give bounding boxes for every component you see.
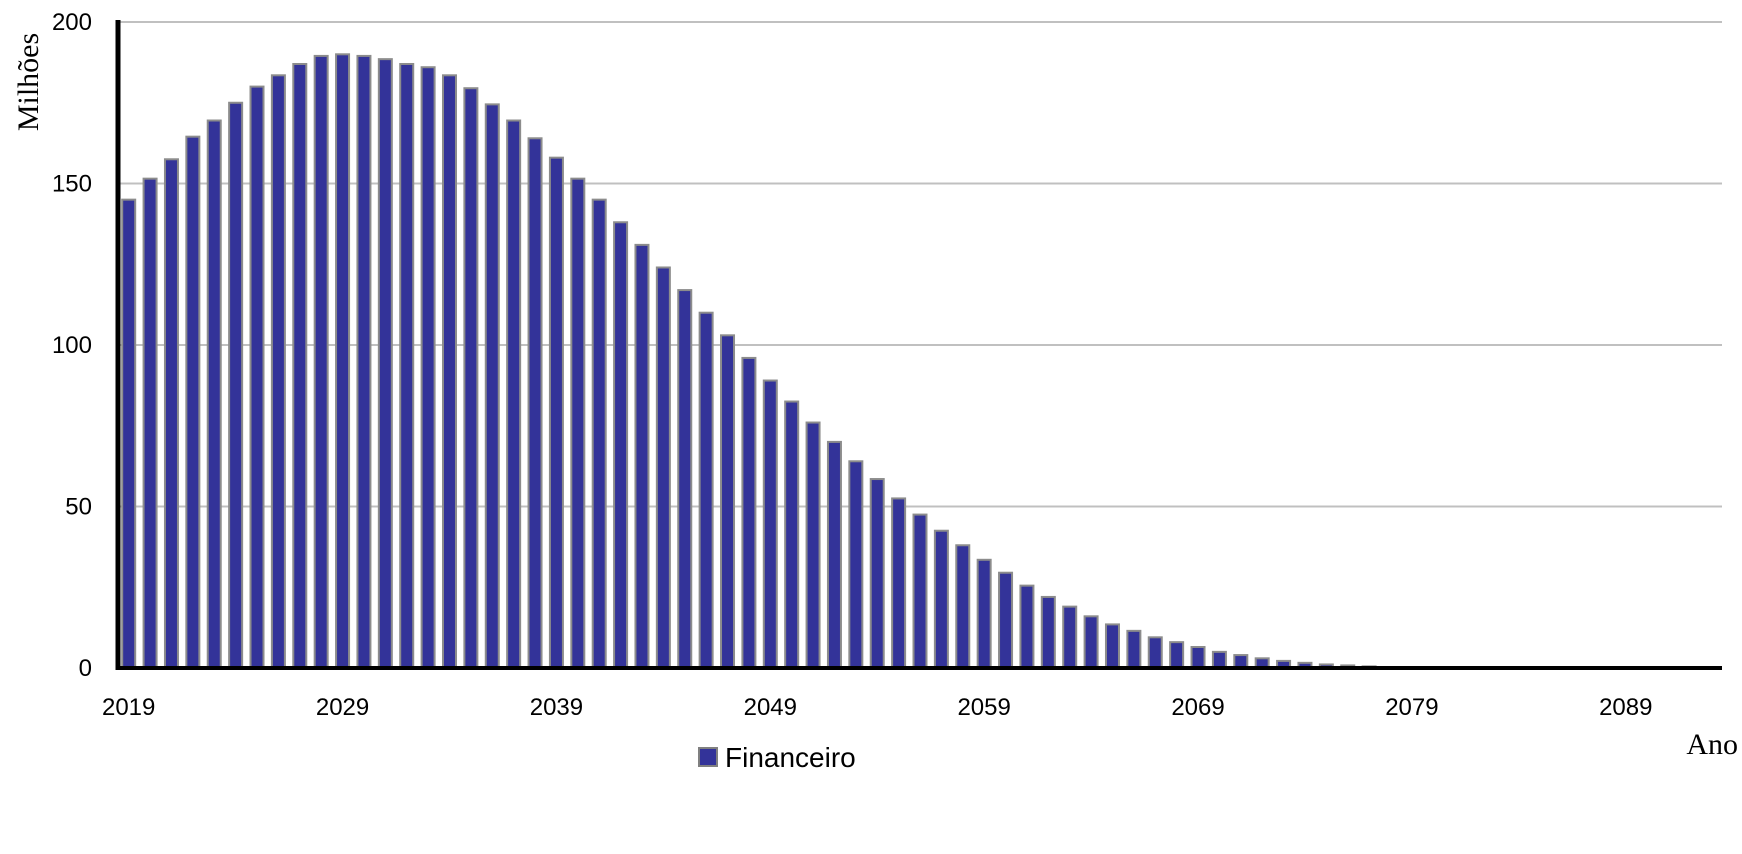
bar (826, 440, 842, 669)
bar (613, 221, 629, 669)
bar (570, 177, 586, 669)
x-tick-labels: 2019 2029 2039 2049 2059 2069 2079 2089 (102, 694, 1652, 721)
bar (1190, 646, 1206, 670)
bar (1104, 623, 1120, 670)
y-tick-label: 50 (65, 494, 92, 521)
legend-swatch (698, 747, 718, 767)
bar (399, 62, 415, 670)
x-tick-label: 2059 (957, 694, 1010, 721)
y-tick-label: 100 (52, 332, 92, 359)
bar (356, 54, 372, 670)
bar (955, 544, 971, 670)
bar (784, 400, 800, 669)
bar (805, 421, 821, 669)
bar (720, 334, 736, 669)
bar (163, 158, 179, 669)
bar (891, 497, 907, 669)
bar (591, 198, 607, 669)
bar (1083, 615, 1099, 670)
y-axis-title: Milhões (12, 33, 45, 131)
legend-label: Financeiro (725, 742, 856, 773)
bar (527, 137, 543, 669)
bar (1019, 584, 1035, 670)
bar (1147, 636, 1163, 670)
legend: Financeiro (698, 742, 856, 773)
bar (933, 529, 949, 669)
bar (335, 53, 351, 670)
bar (912, 513, 928, 670)
bar (1126, 629, 1142, 669)
bar (420, 66, 436, 670)
bar (677, 289, 693, 669)
x-tick-label: 2079 (1385, 694, 1438, 721)
bar (441, 74, 457, 670)
bar (762, 379, 778, 669)
bars (121, 53, 1719, 670)
bar (249, 85, 265, 670)
x-tick-label: 2039 (530, 694, 583, 721)
bar (270, 74, 286, 670)
bar (463, 87, 479, 669)
bar (1062, 605, 1078, 670)
bar (377, 58, 393, 669)
y-tick-label: 0 (79, 655, 92, 682)
bar (506, 119, 522, 669)
bar (998, 571, 1014, 670)
bar (976, 558, 992, 669)
y-tick-labels: 0 50 100 150 200 (52, 9, 92, 682)
bar (228, 101, 244, 669)
bar (185, 135, 201, 670)
y-tick-label: 200 (52, 9, 92, 36)
bar (142, 177, 158, 669)
bar (848, 460, 864, 669)
bar (121, 198, 137, 669)
x-axis-title: Ano (1686, 728, 1738, 761)
bar (548, 156, 564, 669)
bar (655, 266, 671, 669)
x-tick-label: 2019 (102, 694, 155, 721)
x-tick-label: 2089 (1599, 694, 1652, 721)
x-tick-label: 2029 (316, 694, 369, 721)
bar (292, 62, 308, 670)
y-tick-label: 150 (52, 171, 92, 198)
x-tick-label: 2069 (1171, 694, 1224, 721)
bar (634, 243, 650, 669)
bar (313, 54, 329, 670)
bar (741, 356, 757, 669)
bar (206, 119, 222, 669)
bar (698, 311, 714, 669)
bar (869, 478, 885, 670)
bar (1040, 595, 1056, 669)
bar (484, 103, 500, 670)
bar (1169, 641, 1185, 669)
x-tick-label: 2049 (744, 694, 797, 721)
bar (1211, 650, 1227, 669)
